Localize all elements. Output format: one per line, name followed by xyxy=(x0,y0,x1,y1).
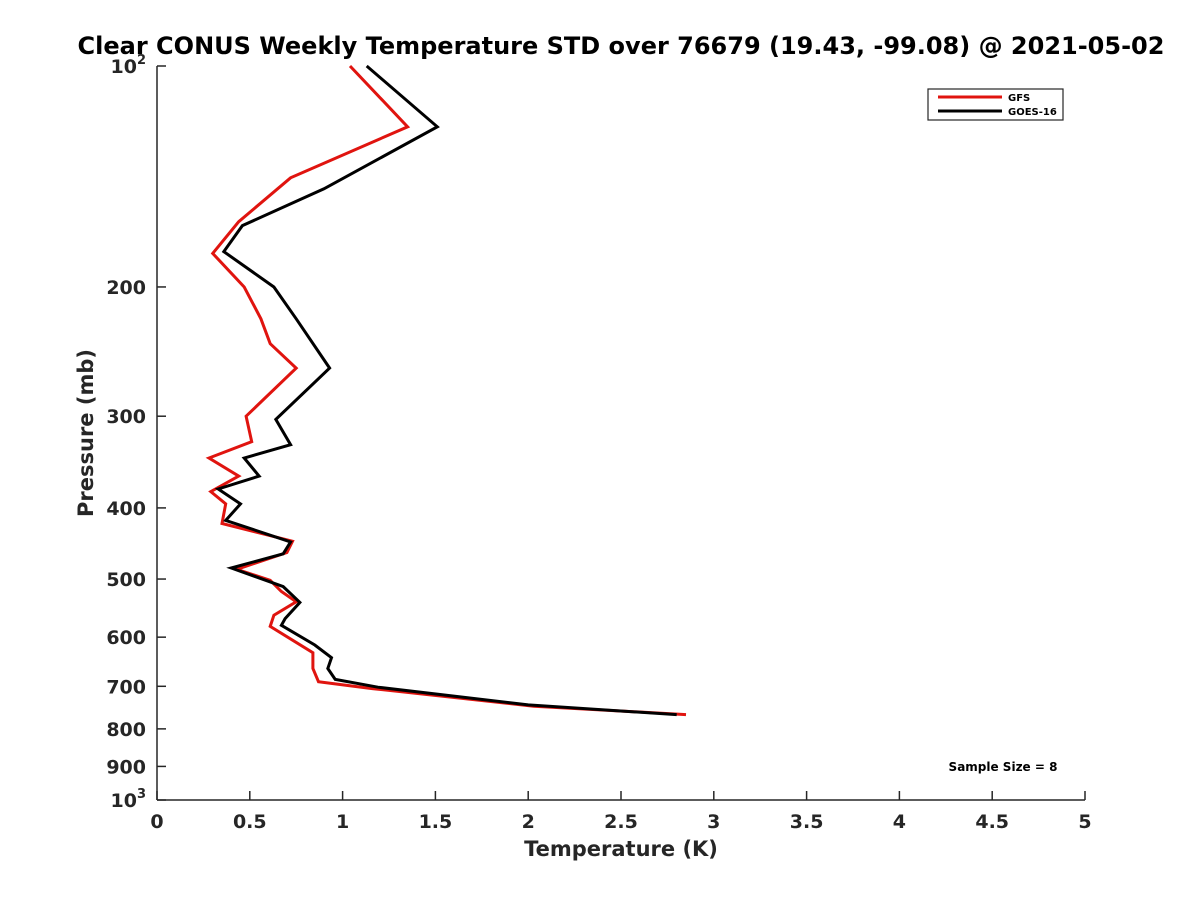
y-tick-base: 10 xyxy=(111,56,137,78)
x-tick-label: 3 xyxy=(707,811,720,833)
sample-size-note: Sample Size = 8 xyxy=(949,760,1058,774)
series-line-gfs xyxy=(205,64,687,717)
legend-label: GOES-16 xyxy=(1008,107,1057,118)
x-tick-label: 0.5 xyxy=(233,811,267,833)
y-tick-exponent: 2 xyxy=(137,53,146,68)
x-axis-ticks: 0 0.5 1 1.5 2 2.5 3 3.5 4 4.5 5 xyxy=(150,791,1092,833)
y-tick-base: 300 xyxy=(106,406,146,428)
y-axis-label: Pressure (mb) xyxy=(74,349,98,517)
y-tick-base: 400 xyxy=(106,498,146,520)
y-tick-base: 500 xyxy=(106,569,146,591)
x-tick-label: 1 xyxy=(336,811,349,833)
x-tick-label: 2.5 xyxy=(604,811,638,833)
y-tick-base: 600 xyxy=(106,627,146,649)
y-tick-label: 900 xyxy=(106,756,146,778)
y-tick-label: 800 xyxy=(106,719,146,741)
x-tick-label: 0 xyxy=(150,811,163,833)
series-lines xyxy=(205,64,687,717)
y-tick-label: 400 xyxy=(106,498,146,520)
y-tick-label: 102 xyxy=(111,53,147,78)
chart-title: Clear CONUS Weekly Temperature STD over … xyxy=(78,32,1165,60)
y-tick-label: 600 xyxy=(106,627,146,649)
x-tick-label: 1.5 xyxy=(419,811,453,833)
y-tick-base: 700 xyxy=(106,676,146,698)
y-tick-base: 800 xyxy=(106,719,146,741)
y-tick-base: 10 xyxy=(111,790,137,812)
y-tick-label: 700 xyxy=(106,676,146,698)
y-tick-label: 300 xyxy=(106,406,146,428)
x-tick-label: 5 xyxy=(1078,811,1091,833)
y-tick-exponent: 3 xyxy=(137,787,146,802)
y-tick-base: 200 xyxy=(106,277,146,299)
x-tick-label: 2 xyxy=(522,811,535,833)
y-tick-label: 500 xyxy=(106,569,146,591)
legend: GFS GOES-16 xyxy=(927,88,1064,121)
x-tick-label: 4 xyxy=(893,811,906,833)
y-tick-base: 900 xyxy=(106,756,146,778)
y-tick-label: 200 xyxy=(106,277,146,299)
x-tick-label: 4.5 xyxy=(975,811,1009,833)
x-tick-label: 3.5 xyxy=(790,811,824,833)
x-axis-label: Temperature (K) xyxy=(524,837,718,861)
series-line-goes-16 xyxy=(214,64,677,717)
legend-label: GFS xyxy=(1008,93,1030,104)
y-tick-label: 103 xyxy=(111,787,147,812)
legend-box xyxy=(927,88,1064,121)
